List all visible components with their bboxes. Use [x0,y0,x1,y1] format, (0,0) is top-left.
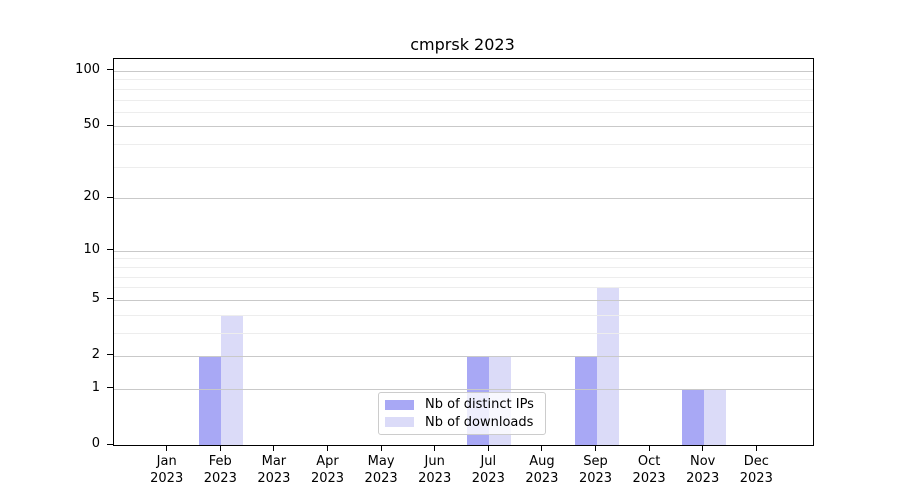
bar-distinct-ips [681,388,704,445]
y-tick-label: 100 [75,61,100,77]
y-tick-label: 2 [91,346,100,362]
x-tick [380,445,382,451]
y-tick [107,124,113,126]
legend-swatch-downloads [385,417,414,428]
y-tick-label: 5 [91,290,100,306]
y-tick-label: 50 [83,117,100,133]
gridline-minor [114,258,813,260]
y-tick-label: 0 [91,436,100,451]
bar-downloads [221,314,244,445]
x-tick [219,445,221,451]
y-tick [107,298,113,300]
x-tick [541,445,543,451]
x-tick [273,445,275,451]
gridline-minor [114,332,813,334]
gridline-minor [114,266,813,268]
gridline-major [114,71,813,72]
gridline-major [114,388,813,390]
bar-distinct-ips [199,355,222,445]
legend-label-downloads: Nb of downloads [425,414,534,430]
x-tick-label: May 2023 [364,454,398,486]
x-tick [702,445,704,451]
bar-distinct-ips [574,355,597,445]
x-tick-label: Nov 2023 [686,454,720,486]
gridline-major [114,198,813,200]
gridline-minor [114,287,813,289]
y-tick [107,69,113,71]
x-tick-label: Oct 2023 [632,454,666,486]
gridline-major [114,126,813,128]
gridline-minor [114,99,813,101]
gridline-minor [114,144,813,146]
legend-swatch-distinct-ips [385,399,414,410]
chart-title: cmprsk 2023 [410,35,515,54]
x-tick-label: Jun 2023 [418,454,452,486]
bar-downloads [596,287,619,445]
gridline-minor [114,166,813,168]
x-tick [487,445,489,451]
y-tick [107,196,113,198]
gridline-minor [114,88,813,90]
gridline-major [114,250,813,252]
plot-area [113,58,814,446]
x-tick-label: Sep 2023 [578,454,613,486]
y-tick-label: 20 [83,189,100,205]
legend-item-downloads: Nb of downloads [385,415,539,430]
bar-downloads [703,388,726,445]
x-tick-label: Jul 2023 [471,454,505,486]
x-tick [327,445,328,451]
x-tick-label: Jan 2023 [150,454,184,486]
x-tick [166,445,168,451]
y-tick [107,443,113,445]
gridline-major [114,356,813,357]
x-tick-label: Dec 2023 [739,454,773,486]
x-tick-label: Apr 2023 [310,454,345,486]
y-tick-label: 10 [83,241,100,257]
legend-item-distinct-ips: Nb of distinct IPs [385,397,539,412]
x-tick [755,445,757,451]
legend-label-distinct-ips: Nb of distinct IPs [425,397,534,413]
gridline-major [114,299,813,301]
x-tick-label: Aug 2023 [525,454,559,486]
gridline-minor [114,111,813,113]
x-tick-label: Feb 2023 [203,454,237,486]
y-tick [107,387,113,389]
x-tick-label: Mar 2023 [257,454,291,486]
gridline-minor [114,314,813,316]
y-tick [107,249,113,251]
y-tick [107,354,113,356]
x-tick [595,445,596,451]
x-tick [648,445,650,451]
gridline-minor [114,79,813,81]
y-tick-label: 1 [91,379,100,395]
legend: Nb of distinct IPs Nb of downloads [378,392,546,435]
x-tick [434,445,436,451]
gridline-minor [114,276,813,278]
